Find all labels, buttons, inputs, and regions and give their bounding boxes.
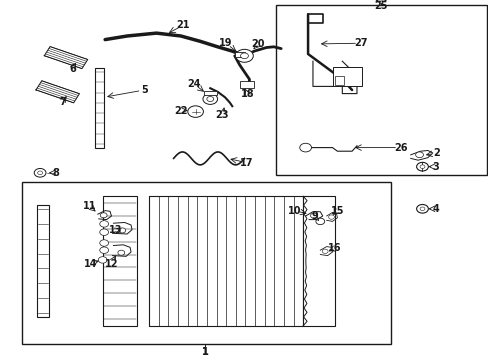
Text: 21: 21 [176, 20, 190, 30]
Circle shape [310, 213, 317, 218]
Circle shape [328, 215, 334, 219]
Circle shape [100, 247, 108, 253]
Text: 15: 15 [330, 206, 344, 216]
Circle shape [315, 218, 324, 225]
Text: 5: 5 [141, 85, 147, 95]
Bar [37, 205, 49, 317]
Circle shape [419, 207, 424, 211]
Circle shape [100, 240, 108, 246]
Circle shape [240, 53, 248, 59]
Text: 13: 13 [109, 225, 122, 235]
Circle shape [119, 228, 125, 233]
Text: 26: 26 [393, 143, 407, 153]
Text: 9: 9 [310, 211, 317, 221]
Text: 8: 8 [53, 168, 60, 178]
Circle shape [100, 229, 108, 235]
Bar [332, 67, 361, 86]
Text: 14: 14 [83, 258, 97, 269]
Text: 4: 4 [432, 204, 439, 214]
Text: 22: 22 [174, 105, 187, 116]
Text: 1: 1 [202, 347, 208, 357]
Circle shape [38, 171, 42, 175]
Text: 12: 12 [104, 258, 118, 269]
Text: 7: 7 [59, 96, 66, 107]
Bar [303, 196, 334, 326]
Text: 17: 17 [240, 158, 253, 168]
Bar [102, 196, 137, 326]
Circle shape [235, 49, 253, 62]
Text: 20: 20 [251, 39, 264, 49]
Text: 10: 10 [287, 206, 301, 216]
Text: 25: 25 [374, 0, 387, 4]
Text: 16: 16 [327, 243, 341, 253]
Text: 6: 6 [69, 64, 76, 74]
Circle shape [118, 250, 124, 255]
Text: 24: 24 [186, 78, 200, 89]
Circle shape [415, 152, 423, 158]
Circle shape [34, 168, 46, 177]
Bar [204, 91, 216, 95]
Text: 3: 3 [432, 162, 439, 172]
Circle shape [98, 257, 107, 263]
Circle shape [187, 106, 203, 117]
Bar [239, 81, 254, 88]
Bar [334, 76, 343, 85]
Bar [149, 196, 303, 326]
Bar [276, 5, 486, 175]
Text: 11: 11 [82, 201, 96, 211]
Circle shape [100, 221, 108, 227]
Text: 19: 19 [219, 38, 232, 48]
Text: 23: 23 [215, 110, 229, 120]
Bar [95, 68, 104, 148]
Text: 2: 2 [432, 148, 439, 158]
Circle shape [206, 96, 213, 102]
Circle shape [322, 249, 327, 253]
Text: 25: 25 [374, 1, 387, 11]
Text: 1: 1 [202, 347, 208, 357]
Bar [22, 182, 390, 344]
Circle shape [416, 162, 427, 171]
Circle shape [416, 204, 427, 213]
Circle shape [299, 143, 311, 152]
Circle shape [203, 94, 217, 104]
Bar [234, 52, 245, 57]
Circle shape [100, 213, 107, 218]
Text: 18: 18 [240, 89, 254, 99]
Text: 27: 27 [353, 38, 367, 48]
Circle shape [419, 165, 424, 168]
